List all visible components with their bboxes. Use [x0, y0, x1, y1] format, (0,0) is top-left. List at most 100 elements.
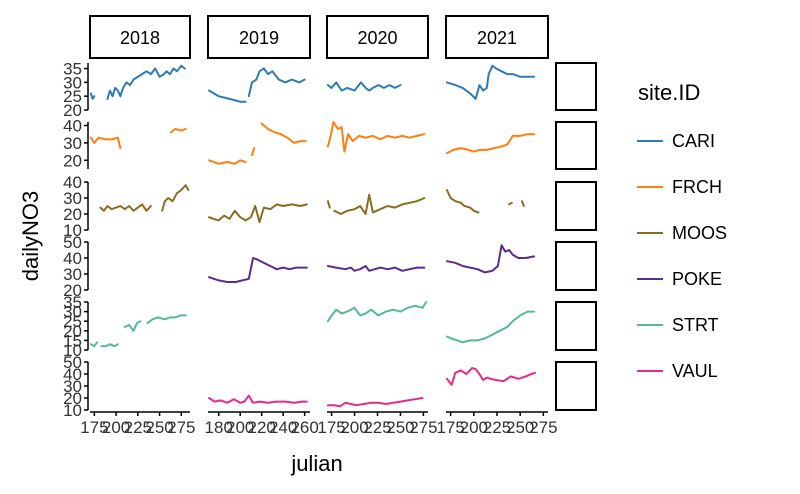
y-tick-label-STRT: 10: [63, 341, 82, 360]
y-tick-label-CARI: 25: [63, 87, 82, 106]
x-tick-label-2021: 250: [506, 418, 534, 437]
legend: site.ID CARI FRCH MOOS POKE STRT VAUL: [637, 80, 727, 381]
legend-label-poke: POKE: [672, 269, 722, 289]
series-lines: [89, 64, 536, 408]
y-tick-label-FRCH: 20: [63, 151, 82, 170]
series-line-frch-2019: [208, 159, 247, 165]
year-strip-label-2018: 2018: [120, 28, 160, 48]
y-tick-label-POKE: 30: [63, 265, 82, 284]
legend-label-moos: MOOS: [672, 223, 727, 243]
series-line-moos-2018: [161, 184, 190, 212]
x-tick-label-2021: 225: [483, 418, 511, 437]
x-tick-label-2018: 225: [124, 418, 152, 437]
y-tick-label-STRT: 25: [63, 312, 82, 331]
series-line-moos-2019: [208, 203, 308, 223]
site-strip-STRT: [555, 301, 597, 351]
x-tick-label-2021: 200: [460, 418, 488, 437]
series-line-moos-2020: [326, 200, 331, 209]
y-tick-label-POKE: 40: [63, 249, 82, 268]
y-tick-label-CARI: 35: [63, 60, 82, 79]
site-strip-POKE: [555, 241, 597, 291]
y-tick-label-POKE: 20: [63, 281, 82, 300]
y-tick-label-POKE: 50: [63, 233, 82, 252]
x-tick-label-2020: 250: [386, 418, 414, 437]
y-tick-label-VAUL: 20: [63, 389, 82, 408]
series-line-cari-2019: [247, 67, 306, 98]
site-strip-FRCH: [555, 121, 597, 170]
series-line-frch-2019: [260, 122, 307, 144]
series-line-moos-2021: [521, 200, 525, 207]
series-line-cari-2019: [208, 89, 247, 103]
y-tick-label-VAUL: 50: [63, 353, 82, 372]
series-line-strt-2018: [100, 343, 119, 348]
series-line-moos-2018: [99, 203, 152, 212]
legend-label-vaul: VAUL: [672, 361, 718, 381]
y-tick-label-STRT: 20: [63, 322, 82, 341]
year-strip-2018: [89, 15, 191, 59]
series-line-frch-2019: [251, 147, 256, 157]
site-strip-MOOS: [555, 181, 597, 231]
x-tick-label-2020: 275: [409, 418, 437, 437]
y-tick-label-VAUL: 30: [63, 377, 82, 396]
series-line-frch-2018: [169, 128, 187, 134]
series-line-strt-2018: [146, 314, 187, 325]
y-tick-label-CARI: 30: [63, 73, 82, 92]
series-line-cari-2020: [326, 81, 402, 92]
year-strip-label-2021: 2021: [477, 28, 517, 48]
x-tick-label-2020: 175: [317, 418, 345, 437]
year-strip-2021: [445, 15, 549, 59]
y-tick-label-MOOS: 20: [63, 205, 82, 224]
x-tick-label-2019: 200: [226, 418, 254, 437]
x-tick-label-2018: 200: [102, 418, 130, 437]
site-strip-CARI: [555, 62, 597, 111]
series-line-moos-2021: [445, 189, 480, 214]
y-tick-label-MOOS: 30: [63, 189, 82, 208]
legend-title: site.ID: [638, 80, 700, 105]
series-line-poke-2020: [326, 265, 426, 272]
x-tick-label-2019: 240: [269, 418, 297, 437]
series-line-strt-2021: [445, 310, 536, 344]
series-line-vaul-2020: [326, 397, 424, 408]
series-line-frch-2021: [445, 133, 536, 155]
series-line-frch-2020: [326, 121, 426, 153]
y-tick-label-MOOS: 40: [63, 173, 82, 192]
series-line-vaul-2019: [208, 394, 308, 404]
site-strip-VAUL: [555, 361, 597, 411]
year-strip-label-2019: 2019: [239, 28, 279, 48]
x-tick-label-2018: 175: [80, 418, 108, 437]
x-tick-label-2021: 175: [436, 418, 464, 437]
series-line-strt-2018: [89, 341, 98, 348]
series-line-poke-2019: [208, 257, 308, 283]
series-line-cari-2018: [89, 92, 96, 100]
series-line-cari-2018: [106, 64, 186, 100]
series-line-cari-2021: [445, 64, 536, 100]
series-line-strt-2018: [123, 320, 142, 332]
x-axis-title: julian: [290, 451, 342, 476]
series-line-moos-2020: [333, 193, 426, 215]
series-line-frch-2018: [89, 136, 122, 150]
y-tick-label-STRT: 30: [63, 303, 82, 322]
legend-label-strt: STRT: [672, 315, 719, 335]
series-line-vaul-2021: [445, 367, 536, 386]
series-line-moos-2021: [508, 201, 513, 206]
x-tick-label-2018: 250: [145, 418, 173, 437]
y-tick-label-MOOS: 10: [63, 221, 82, 240]
year-strips: 2018 2019 2020 2021: [89, 15, 549, 59]
x-tick-label-2020: 200: [340, 418, 368, 437]
series-line-poke-2021: [445, 244, 536, 274]
y-axis-title: dailyNO3: [18, 191, 43, 281]
x-tick-label-2019: 180: [205, 418, 233, 437]
y-tick-label-VAUL: 10: [63, 401, 82, 420]
y-tick-label-CARI: 20: [63, 101, 82, 120]
year-strip-label-2020: 2020: [357, 28, 397, 48]
x-tick-label-2018: 275: [167, 418, 195, 437]
x-tick-label-2020: 225: [363, 418, 391, 437]
legend-label-frch: FRCH: [672, 177, 722, 197]
year-strip-2020: [326, 15, 429, 59]
legend-label-cari: CARI: [672, 131, 715, 151]
y-tick-label-FRCH: 30: [63, 134, 82, 153]
y-tick-label-FRCH: 40: [63, 116, 82, 135]
